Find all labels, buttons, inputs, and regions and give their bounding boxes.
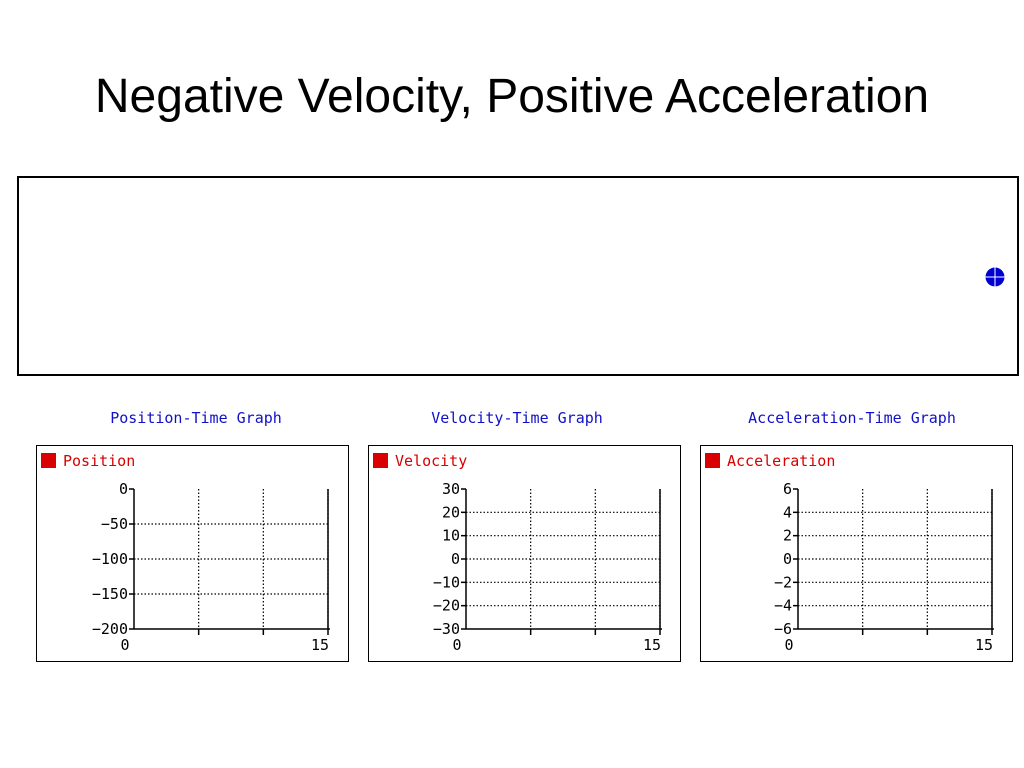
position-x-tick-label: 15 (311, 636, 329, 654)
velocity-x-tick-label: 15 (643, 636, 661, 654)
position-y-tick-label: −50 (101, 515, 128, 533)
velocity-y-tick-label: 20 (442, 503, 460, 521)
position-graph-title: Position-Time Graph (110, 409, 282, 427)
acceleration-y-tick-label: 0 (783, 550, 792, 568)
velocity-legend-label: Velocity (395, 452, 467, 470)
acceleration-y-tick-label: −2 (774, 573, 792, 591)
velocity-x-tick-label: 0 (452, 636, 461, 654)
velocity-y-tick-label: −10 (433, 573, 460, 591)
acceleration-graph-title: Acceleration-Time Graph (748, 409, 956, 427)
velocity-y-tick-label: 30 (442, 480, 460, 498)
velocity-y-tick-label: −20 (433, 597, 460, 615)
velocity-y-tick-label: −30 (433, 620, 460, 638)
velocity-y-tick-label: 0 (451, 550, 460, 568)
acceleration-legend-swatch (705, 453, 720, 468)
acceleration-x-tick-label: 15 (975, 636, 993, 654)
position-legend-swatch (41, 453, 56, 468)
acceleration-x-tick-label: 0 (784, 636, 793, 654)
motion-area (17, 176, 1019, 376)
position-x-tick-label: 0 (120, 636, 129, 654)
velocity-y-tick-label: 10 (442, 527, 460, 545)
acceleration-y-tick-label: 4 (783, 503, 792, 521)
acceleration-y-tick-label: −6 (774, 620, 792, 638)
velocity-legend-swatch (373, 453, 388, 468)
acceleration-legend-label: Acceleration (727, 452, 835, 470)
position-legend-label: Position (63, 452, 135, 470)
velocity-graph-title: Velocity-Time Graph (431, 409, 603, 427)
acceleration-y-tick-label: 6 (783, 480, 792, 498)
position-y-tick-label: 0 (119, 480, 128, 498)
slide-title: Negative Velocity, Positive Acceleration (94, 70, 930, 123)
acceleration-y-tick-label: −4 (774, 597, 792, 615)
acceleration-y-tick-label: 2 (783, 527, 792, 545)
acceleration-graph: Acceleration 6 4 2 0 −2 −4 −6 0 15 (700, 445, 1013, 662)
position-graph: Position 0 −50 −100 −150 −200 0 15 (36, 445, 349, 662)
position-y-tick-label: −150 (92, 585, 128, 603)
velocity-graph: Velocity 30 20 10 0 −10 −20 −30 0 15 (368, 445, 681, 662)
position-y-tick-label: −100 (92, 550, 128, 568)
position-y-tick-label: −200 (92, 620, 128, 638)
moving-ball[interactable] (985, 267, 1005, 287)
